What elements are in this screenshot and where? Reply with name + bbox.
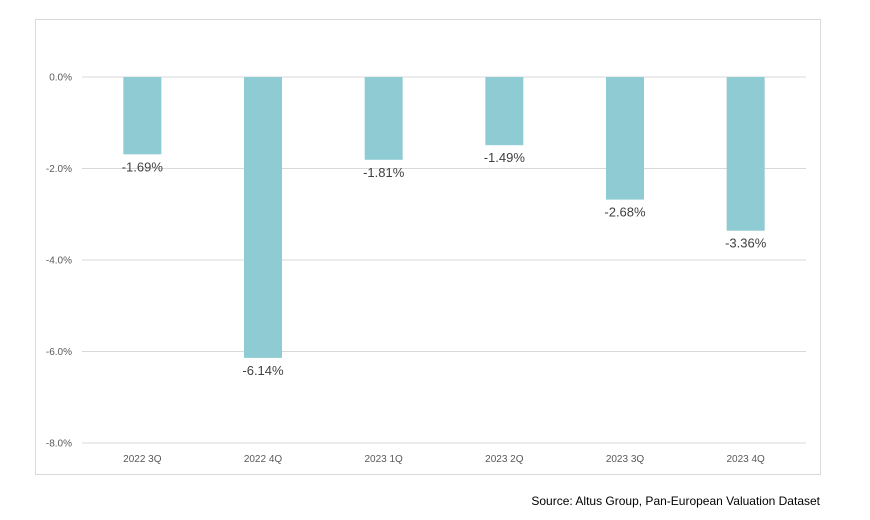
x-tick-label: 2022 3Q [123,454,162,465]
y-tick-label: -2.0% [46,164,72,175]
data-label: -6.14% [242,363,284,378]
y-tick-label: 0.0% [49,73,72,84]
bar [606,77,644,200]
bar [364,77,403,160]
x-tick-label: 2023 3Q [606,454,645,465]
y-tick-label: -6.0% [46,347,72,358]
x-tick-label: 2023 4Q [726,454,765,465]
y-tick-label: -8.0% [46,439,72,450]
x-tick-label: 2022 4Q [244,454,283,465]
bar [485,77,524,146]
y-tick-label: -4.0% [46,256,72,267]
x-tick-label: 2023 1Q [364,454,403,465]
data-label: -1.69% [122,159,164,174]
bar [244,77,282,358]
x-tick-label: 2023 2Q [485,454,524,465]
data-label: -2.68% [604,205,646,220]
chart-frame [35,19,821,475]
bar [726,77,765,231]
data-label: -1.49% [484,150,526,165]
bar [123,77,162,155]
data-label: -1.81% [363,165,405,180]
source-note: Source: Altus Group, Pan-European Valuat… [531,494,820,508]
data-label: -3.36% [725,236,767,251]
